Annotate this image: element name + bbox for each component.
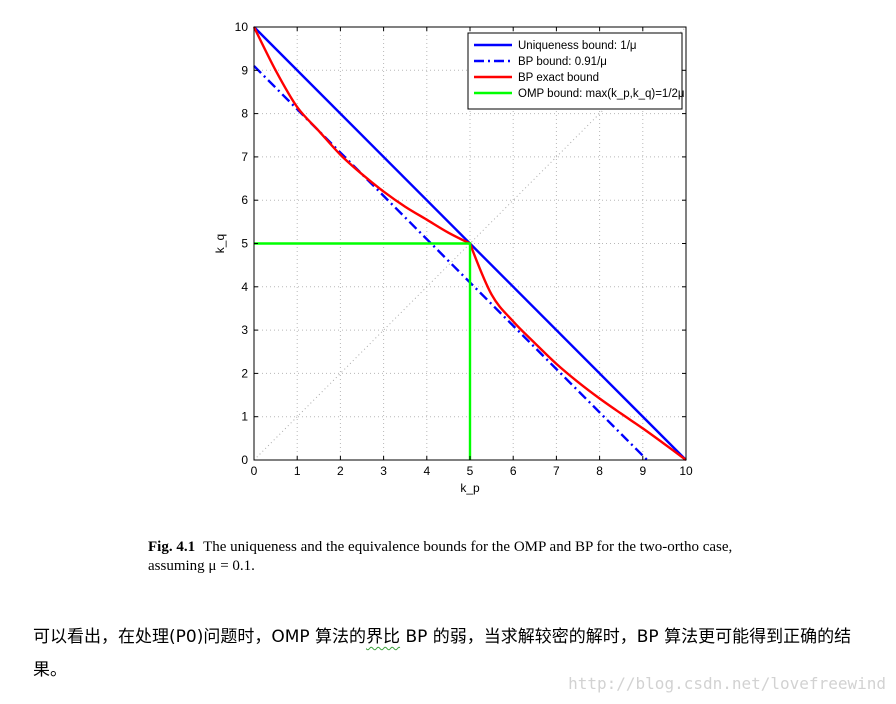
- y-tick-label: 1: [241, 410, 248, 424]
- x-tick-label: 6: [510, 464, 517, 478]
- legend-entry-label: BP exact bound: [518, 72, 599, 84]
- x-tick-label: 1: [294, 464, 301, 478]
- bounds-chart: 0 1 2 3 4 5 6 7 8 9 10 0 1 2 3 4 5 6 7 8 9 10 Uniqueness boun…: [213, 20, 693, 495]
- x-tick-label: 3: [380, 464, 387, 478]
- y-tick-label: 0: [241, 453, 248, 467]
- y-tick-label: 7: [241, 150, 248, 164]
- spellcheck-underlined-text: 界比: [366, 627, 401, 647]
- x-tick-label: 9: [639, 464, 646, 478]
- tick-marks: 0 1 2 3 4 5 6 7 8 9 10 0 1 2 3 4 5 6 7 8 9 10: [235, 20, 693, 478]
- x-tick-label: 2: [337, 464, 344, 478]
- paragraph-part3: BP 的弱，当求解较密的解时，BP 算法更可能得到正确的结果。: [33, 627, 852, 680]
- y-tick-label: 9: [241, 63, 248, 77]
- legend-entry-label: Uniqueness bound: 1/μ: [518, 40, 637, 52]
- y-tick-label: 8: [241, 107, 248, 121]
- y-axis-label: k_q: [213, 234, 227, 253]
- series-line-3: [254, 242, 472, 460]
- legend-entry-label: OMP bound: max(k_p,k_q)=1/2μ: [518, 88, 685, 100]
- series-line-1: [253, 65, 648, 461]
- y-tick-label: 10: [235, 20, 249, 34]
- x-tick-label: 5: [467, 464, 474, 478]
- y-tick-label: 3: [241, 323, 248, 337]
- y-tick-label: 2: [241, 366, 248, 380]
- x-tick-label: 10: [679, 464, 693, 478]
- y-tick-label: 5: [241, 237, 248, 251]
- x-axis-label: k_p: [460, 481, 480, 495]
- body-paragraph: 可以看出，在处理(P0)问题时，OMP 算法的界比 BP 的弱，当求解较密的解时…: [33, 621, 863, 687]
- series-lines: [252, 26, 687, 461]
- y-tick-label: 6: [241, 193, 248, 207]
- figure-caption: Fig. 4.1 The uniqueness and the equivalen…: [148, 538, 788, 576]
- x-tick-label: 0: [251, 464, 258, 478]
- caption-line1: The uniqueness and the equivalence bound…: [203, 539, 733, 555]
- x-tick-label: 8: [596, 464, 603, 478]
- legend-entry-label: BP bound: 0.91/μ: [518, 56, 607, 68]
- x-tick-label: 4: [423, 464, 430, 478]
- watermark: http://blog.csdn.net/lovefreewind: [568, 674, 886, 693]
- caption-line2: assuming μ = 0.1.: [148, 558, 255, 574]
- legend: Uniqueness bound: 1/μ BP bound: 0.91/μ BP …: [467, 32, 685, 110]
- caption-label: Fig. 4.1: [148, 539, 196, 555]
- paragraph-part1: 可以看出，在处理(P0)问题时，OMP 算法的: [33, 627, 367, 647]
- x-tick-label: 7: [553, 464, 560, 478]
- y-tick-label: 4: [241, 280, 248, 294]
